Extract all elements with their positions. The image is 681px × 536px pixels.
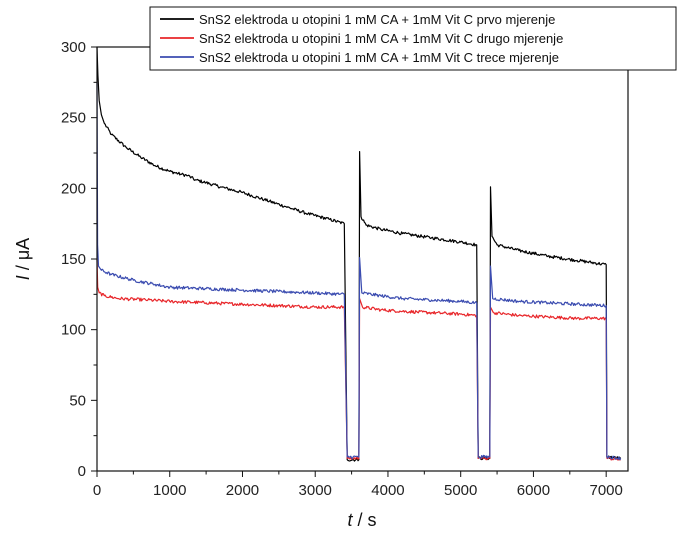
y-tick-label-200: 200 bbox=[61, 180, 86, 197]
x-tick-label-3000: 3000 bbox=[299, 482, 332, 499]
plot-frame bbox=[96, 46, 629, 472]
x-tick-label-6000: 6000 bbox=[517, 482, 550, 499]
x-tick-label-1000: 1000 bbox=[153, 482, 186, 499]
y-axis-title-unit: / μA bbox=[13, 238, 33, 275]
x-tick-label-4000: 4000 bbox=[371, 482, 404, 499]
x-tick-label-5000: 5000 bbox=[444, 482, 477, 499]
y-tick-label-300: 300 bbox=[61, 39, 86, 56]
y-tick-label-150: 150 bbox=[61, 251, 86, 268]
series-line-3 bbox=[96, 82, 622, 461]
series-line-2 bbox=[96, 258, 621, 461]
legend-label-series-1: SnS2 elektroda u otopini 1 mM CA + 1mM V… bbox=[199, 12, 555, 27]
series-line-1 bbox=[96, 46, 622, 462]
legend-box bbox=[149, 6, 677, 71]
y-axis-title-variable: I bbox=[13, 275, 33, 280]
x-tick-label-2000: 2000 bbox=[226, 482, 259, 499]
legend: SnS2 elektroda u otopini 1 mM CA + 1mM V… bbox=[149, 6, 677, 71]
y-tick-label-50: 50 bbox=[69, 392, 86, 409]
y-axis-title: I / μA bbox=[13, 238, 33, 280]
x-tick-label-0: 0 bbox=[93, 482, 101, 499]
x-axis-title-variable: t bbox=[347, 510, 353, 530]
axis-tick-labels: 0 1000 2000 3000 4000 5000 6000 7000 0 50 100 150 20… bbox=[61, 39, 623, 499]
legend-label-series-2: SnS2 elektroda u otopini 1 mM CA + 1mM V… bbox=[199, 31, 563, 46]
x-axis-title: t / s bbox=[347, 510, 376, 530]
axis-ticks bbox=[91, 46, 607, 477]
y-tick-label-250: 250 bbox=[61, 110, 86, 127]
x-axis-title-unit: / s bbox=[353, 510, 377, 530]
x-tick-label-7000: 7000 bbox=[589, 482, 622, 499]
y-tick-label-100: 100 bbox=[61, 322, 86, 339]
plot-lines bbox=[96, 46, 622, 462]
y-tick-label-0: 0 bbox=[78, 463, 86, 480]
legend-label-series-3: SnS2 elektroda u otopini 1 mM CA + 1mM V… bbox=[199, 50, 559, 65]
